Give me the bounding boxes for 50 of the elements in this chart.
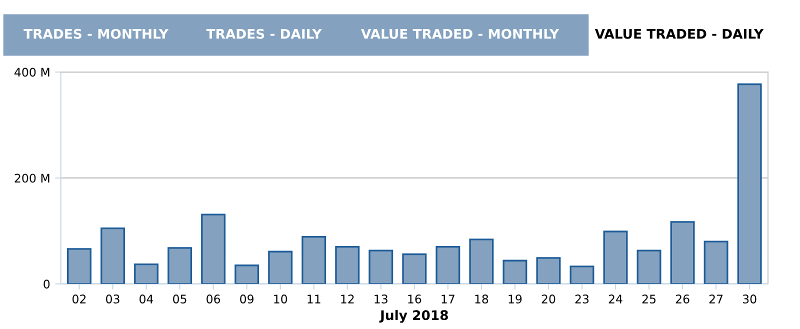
x-tick-label: 10 bbox=[274, 294, 288, 304]
x-tick-label: 30 bbox=[742, 294, 756, 304]
bar bbox=[436, 246, 460, 284]
x-tick-label: 06 bbox=[206, 294, 220, 304]
bar bbox=[335, 246, 360, 284]
x-tick-label: 12 bbox=[341, 294, 354, 304]
x-tick-label: 13 bbox=[374, 294, 388, 304]
bar bbox=[302, 236, 326, 284]
x-tick-label: 18 bbox=[475, 294, 488, 304]
y-tick-label: 200 M bbox=[14, 174, 50, 183]
x-tick-label: 09 bbox=[240, 294, 254, 304]
bar bbox=[100, 227, 125, 284]
bar bbox=[570, 266, 594, 284]
bar bbox=[469, 238, 494, 284]
bar bbox=[737, 83, 762, 284]
x-tick-label: 25 bbox=[642, 294, 656, 304]
bar bbox=[234, 264, 260, 284]
bar bbox=[134, 263, 158, 284]
y-tick-label: 0 bbox=[44, 280, 50, 289]
x-tick-label: 17 bbox=[442, 294, 454, 304]
bar bbox=[603, 230, 628, 284]
chart-title: VALUE TRADED - DAILY bbox=[594, 29, 764, 39]
x-tick-label: 11 bbox=[308, 294, 320, 304]
bar bbox=[168, 247, 192, 284]
bar bbox=[704, 240, 728, 284]
y-tick-label: 400 M bbox=[14, 68, 50, 77]
bar bbox=[636, 250, 662, 284]
bar bbox=[502, 260, 528, 284]
bar bbox=[201, 214, 226, 284]
x-tick-label: 19 bbox=[508, 294, 522, 304]
x-tick-label: 26 bbox=[676, 294, 690, 304]
x-tick-label: 02 bbox=[72, 294, 86, 304]
bar bbox=[402, 253, 427, 284]
x-tick-label: 23 bbox=[575, 294, 589, 304]
text: TRADES - MONTHLY bbox=[24, 28, 169, 39]
bar bbox=[268, 250, 293, 284]
x-axis-title: July 2018 bbox=[379, 310, 448, 323]
text: TRADES - DAILY bbox=[206, 28, 322, 39]
bar bbox=[536, 257, 561, 284]
bar bbox=[368, 250, 394, 284]
x-tick-label: 24 bbox=[608, 294, 622, 304]
x-tick-label: 20 bbox=[542, 294, 556, 304]
bar bbox=[670, 221, 695, 284]
x-tick-label: 27 bbox=[709, 294, 723, 304]
x-tick-label: 16 bbox=[408, 294, 422, 304]
x-tick-label: 04 bbox=[140, 294, 154, 304]
x-tick-label: 03 bbox=[106, 294, 120, 304]
x-tick-label: 05 bbox=[173, 294, 186, 304]
text: VALUE TRADED - MONTHLY bbox=[361, 28, 560, 39]
bar bbox=[67, 248, 92, 284]
